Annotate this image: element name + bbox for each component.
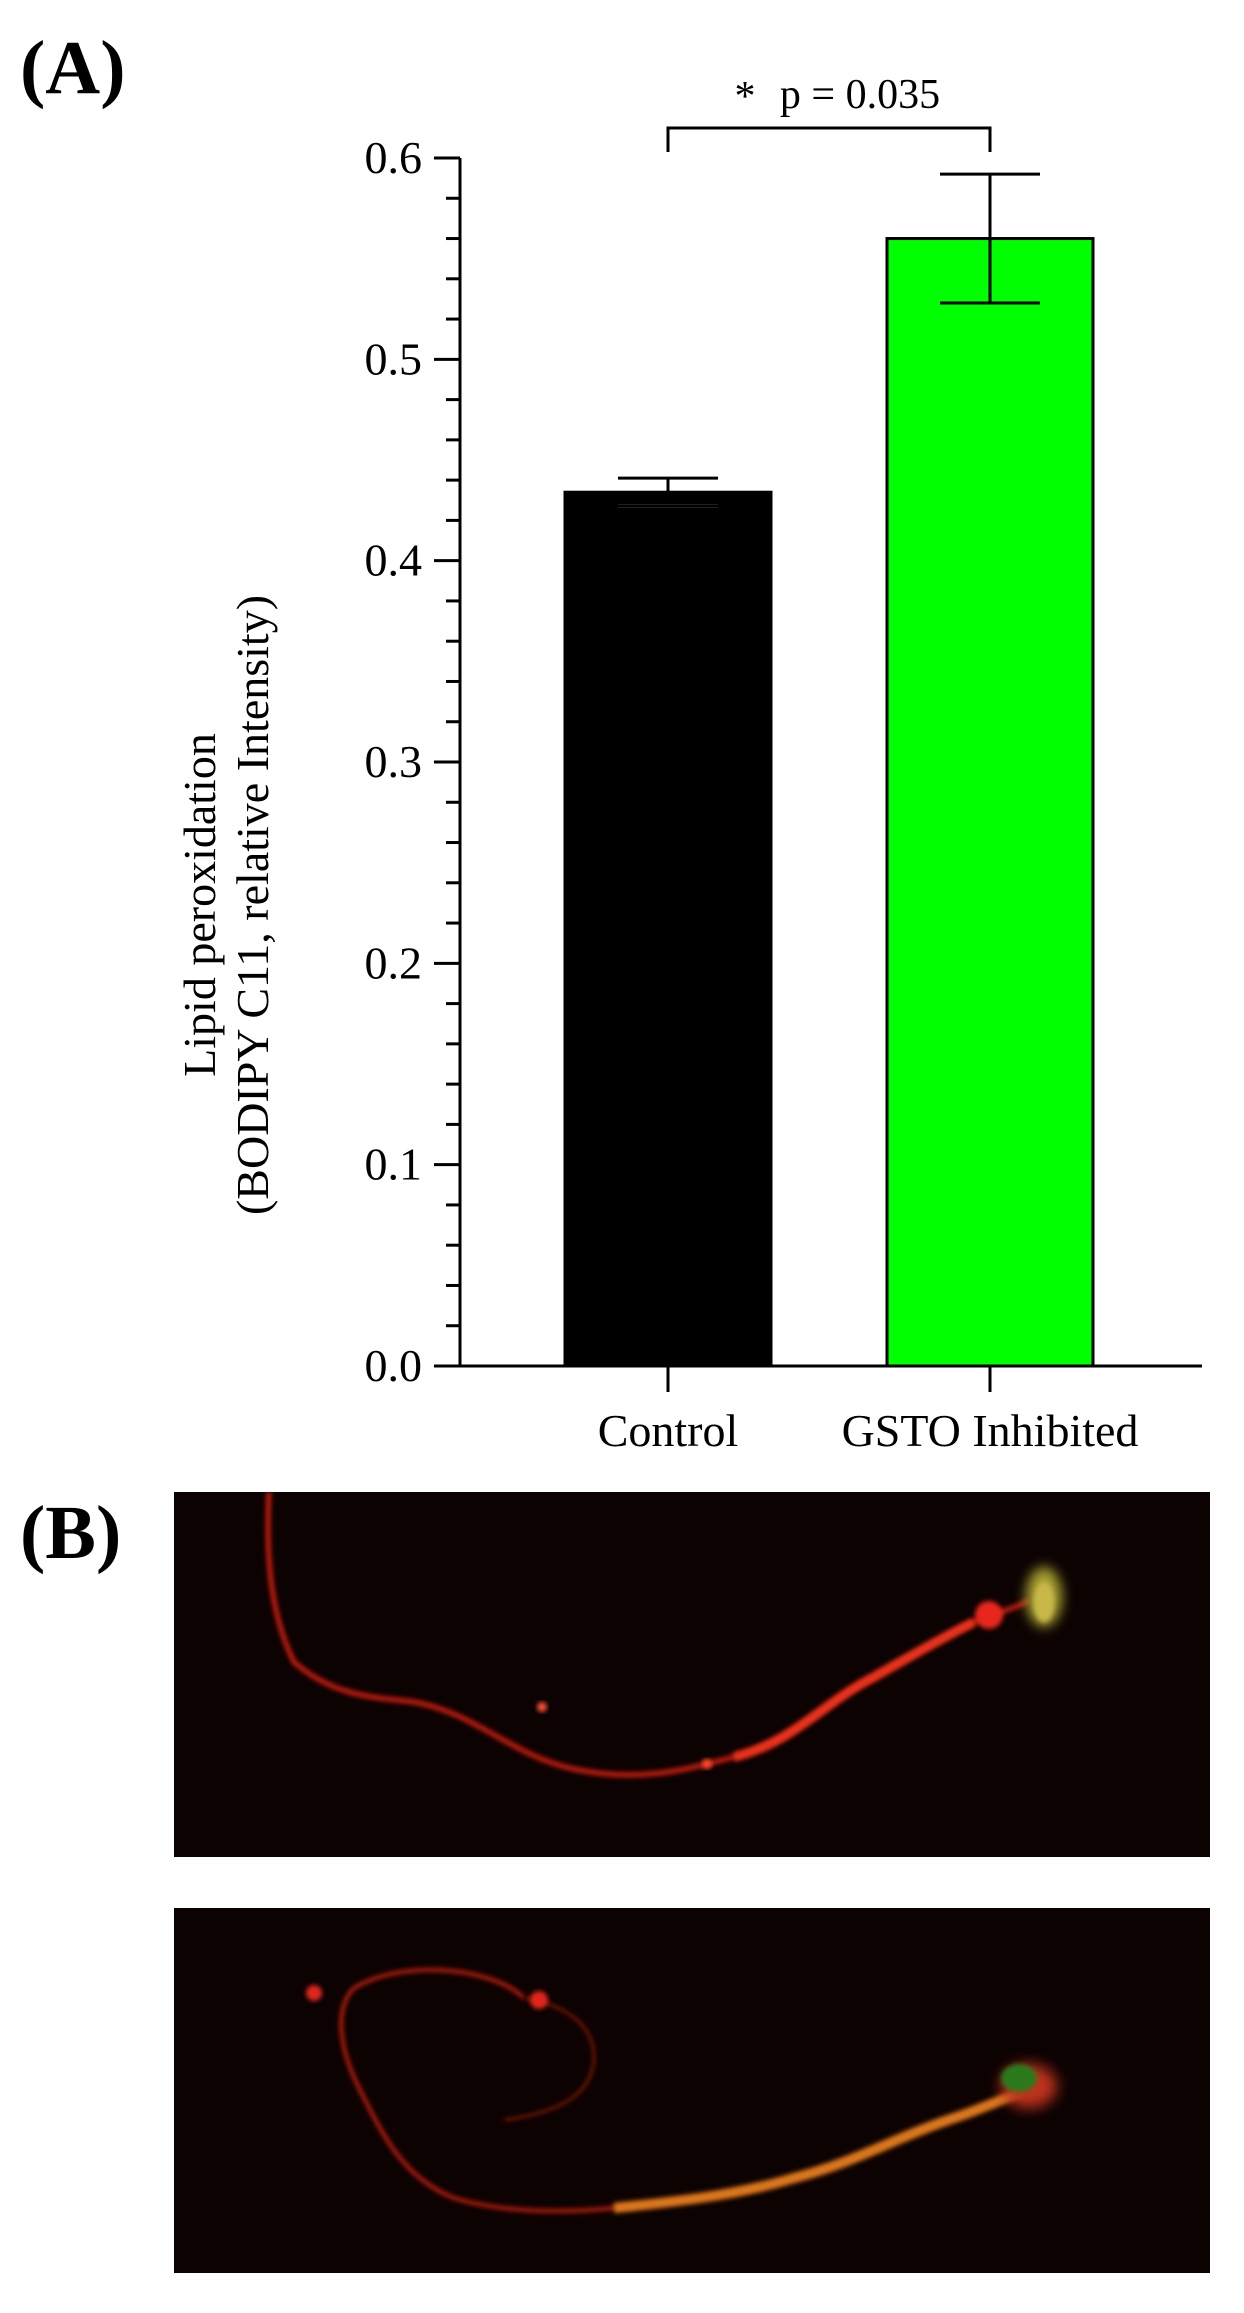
panel-b-label: (B)	[20, 1491, 122, 1575]
panel-a-label: (A)	[20, 26, 126, 110]
bar-control	[563, 490, 773, 1368]
y-axis-label-line1: Lipid peroxidation	[174, 733, 225, 1077]
y-tick-label: 0.2	[365, 937, 423, 988]
bar-gsto-inhibited	[885, 237, 1095, 1368]
x-tick-label: GSTO Inhibited	[842, 1405, 1139, 1456]
x-tick-label: Control	[598, 1405, 739, 1456]
y-tick-label: 0.3	[365, 736, 423, 787]
y-tick-label: 0.1	[365, 1139, 423, 1190]
sperm-image-1	[265, 1492, 1062, 1778]
chart-bars	[563, 172, 1095, 1368]
p-value-label: p = 0.035	[780, 72, 940, 118]
significance-star: *	[735, 74, 756, 120]
y-tick-label: 0.6	[365, 132, 423, 183]
y-tick-label: 0.0	[365, 1340, 423, 1391]
bar-chart: 0.0 0.1 0.2 0.3 0.4 0.5 0.6 Control GSTO Inhibit…	[174, 72, 1202, 1456]
y-axis-label-line2: (BODIPY C11, relative Intensity)	[227, 595, 278, 1215]
micrograph-control	[174, 1492, 1210, 1857]
chart-labels: Lipid peroxidation (BODIPY C11, relative…	[174, 72, 940, 1215]
significance-bracket	[666, 126, 992, 152]
chart-axes: 0.0 0.1 0.2 0.3 0.4 0.5 0.6 Control GSTO Inhibit…	[365, 126, 1202, 1456]
sperm-image-2	[306, 1967, 1057, 2213]
micrograph-gsto-inhibited	[174, 1908, 1210, 2273]
y-tick-label: 0.5	[365, 333, 423, 384]
y-tick-label: 0.4	[365, 535, 423, 586]
